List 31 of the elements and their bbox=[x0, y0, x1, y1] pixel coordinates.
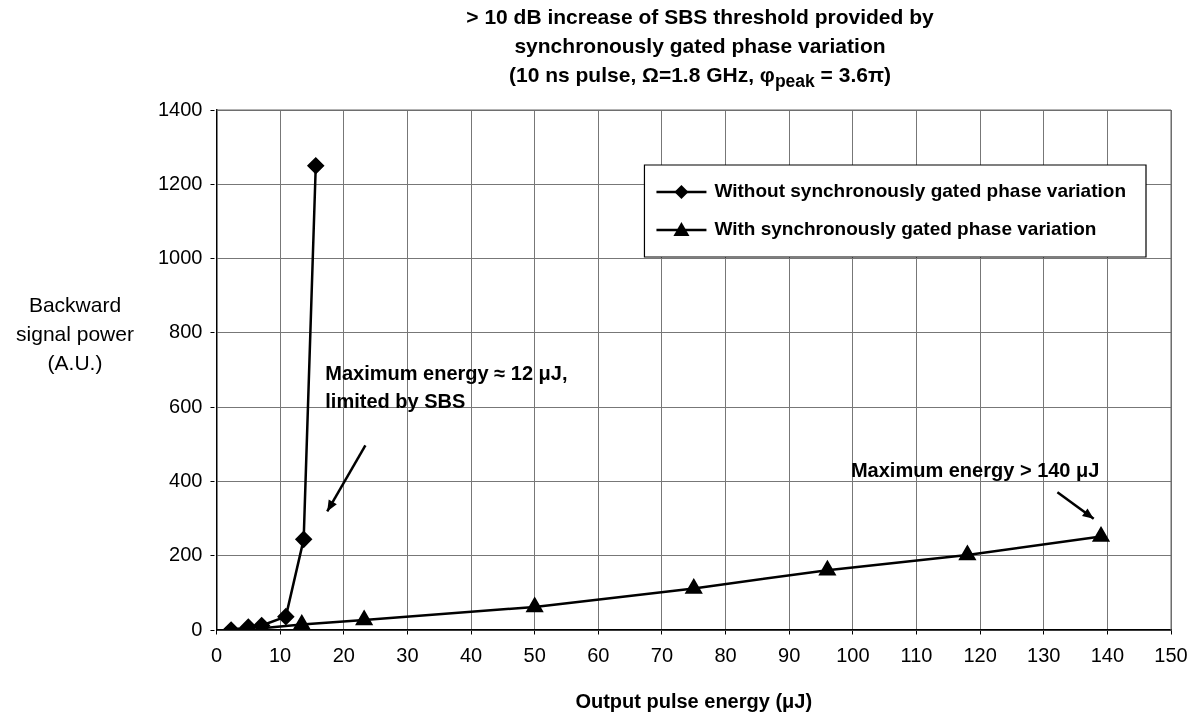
x-axis-title: Output pulse energy (μJ) bbox=[575, 689, 813, 712]
y-tick-label: 1200 bbox=[157, 171, 203, 194]
y-tick-label: 800 bbox=[169, 320, 203, 343]
annotation: Maximum energy > 140 μJ bbox=[850, 458, 1100, 481]
legend-label: With synchronously gated phase variation bbox=[714, 218, 1097, 240]
y-axis-title: Backward signal power (A.U.) bbox=[15, 292, 135, 376]
x-tick-label: 40 bbox=[459, 643, 483, 666]
x-tick-label: 110 bbox=[900, 643, 933, 666]
y-tick-label: 1400 bbox=[157, 97, 203, 120]
x-tick-label: 130 bbox=[1027, 643, 1061, 666]
x-tick-label: 10 bbox=[269, 643, 292, 666]
x-tick-label: 120 bbox=[963, 643, 997, 666]
x-tick-label: 80 bbox=[714, 643, 737, 666]
x-tick-label: 60 bbox=[587, 643, 610, 666]
y-tick-label: 600 bbox=[169, 394, 203, 417]
x-tick-label: 140 bbox=[1090, 643, 1125, 666]
x-tick-label: 150 bbox=[1154, 643, 1188, 666]
x-tick-label: 20 bbox=[332, 643, 355, 666]
x-tick-label: 0 bbox=[210, 643, 223, 666]
x-tick-label: 100 bbox=[836, 643, 870, 666]
x-tick-label: 90 bbox=[778, 643, 801, 666]
x-tick-label: 30 bbox=[396, 643, 419, 666]
y-tick-label: 400 bbox=[169, 468, 203, 491]
chart-title: > 10 dB increase of SBS threshold provided by synchronously gated phase variation (10 ns pulse, Ω=1.8 GHz, φ$_{peak}$ = 3.6π) bbox=[465, 4, 935, 94]
legend-label: Without synchronously gated phase variation bbox=[714, 180, 1127, 202]
x-tick-label: 50 bbox=[523, 643, 546, 666]
x-tick-label: 70 bbox=[650, 643, 674, 666]
y-tick-label: 1000 bbox=[157, 246, 203, 269]
annotation: Maximum energy ≈ 12 μJ, limited by SBS bbox=[325, 362, 568, 413]
y-tick-label: 0 bbox=[191, 617, 203, 640]
y-tick-label: 200 bbox=[169, 543, 203, 566]
